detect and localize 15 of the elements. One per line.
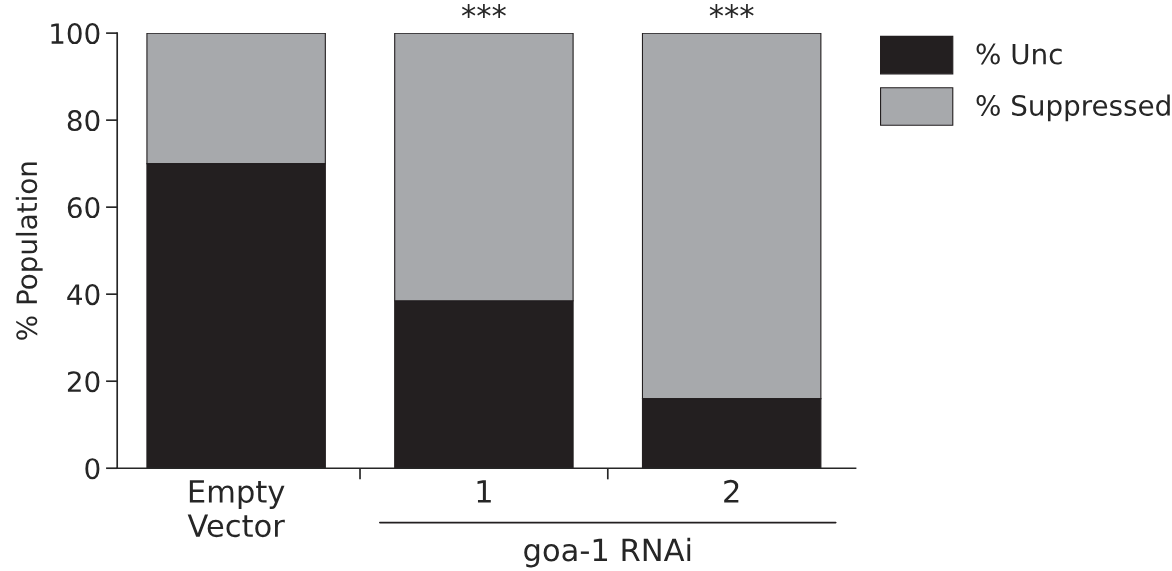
legend-label: % Unc bbox=[976, 43, 1062, 65]
y-tick-label: 100 bbox=[51, 23, 100, 45]
y-tick-label: 0 bbox=[85, 458, 100, 480]
legend-label: % Suppressed bbox=[976, 94, 1170, 122]
x-tick-label: 2 bbox=[724, 479, 739, 503]
x-tick-label: Empty Vector bbox=[187, 480, 285, 538]
y-tick-label: 40 bbox=[67, 284, 100, 306]
y-tick-label: 20 bbox=[67, 371, 100, 393]
y-axis-title: % Population bbox=[15, 162, 43, 340]
annotation: *** bbox=[461, 4, 506, 19]
x-tick-label: 1 bbox=[477, 480, 491, 503]
annotation: *** bbox=[709, 4, 754, 19]
y-tick-label: 80 bbox=[67, 110, 100, 132]
text: goa-1 RNAi bbox=[524, 537, 691, 568]
y-tick-label: 60 bbox=[67, 197, 100, 219]
